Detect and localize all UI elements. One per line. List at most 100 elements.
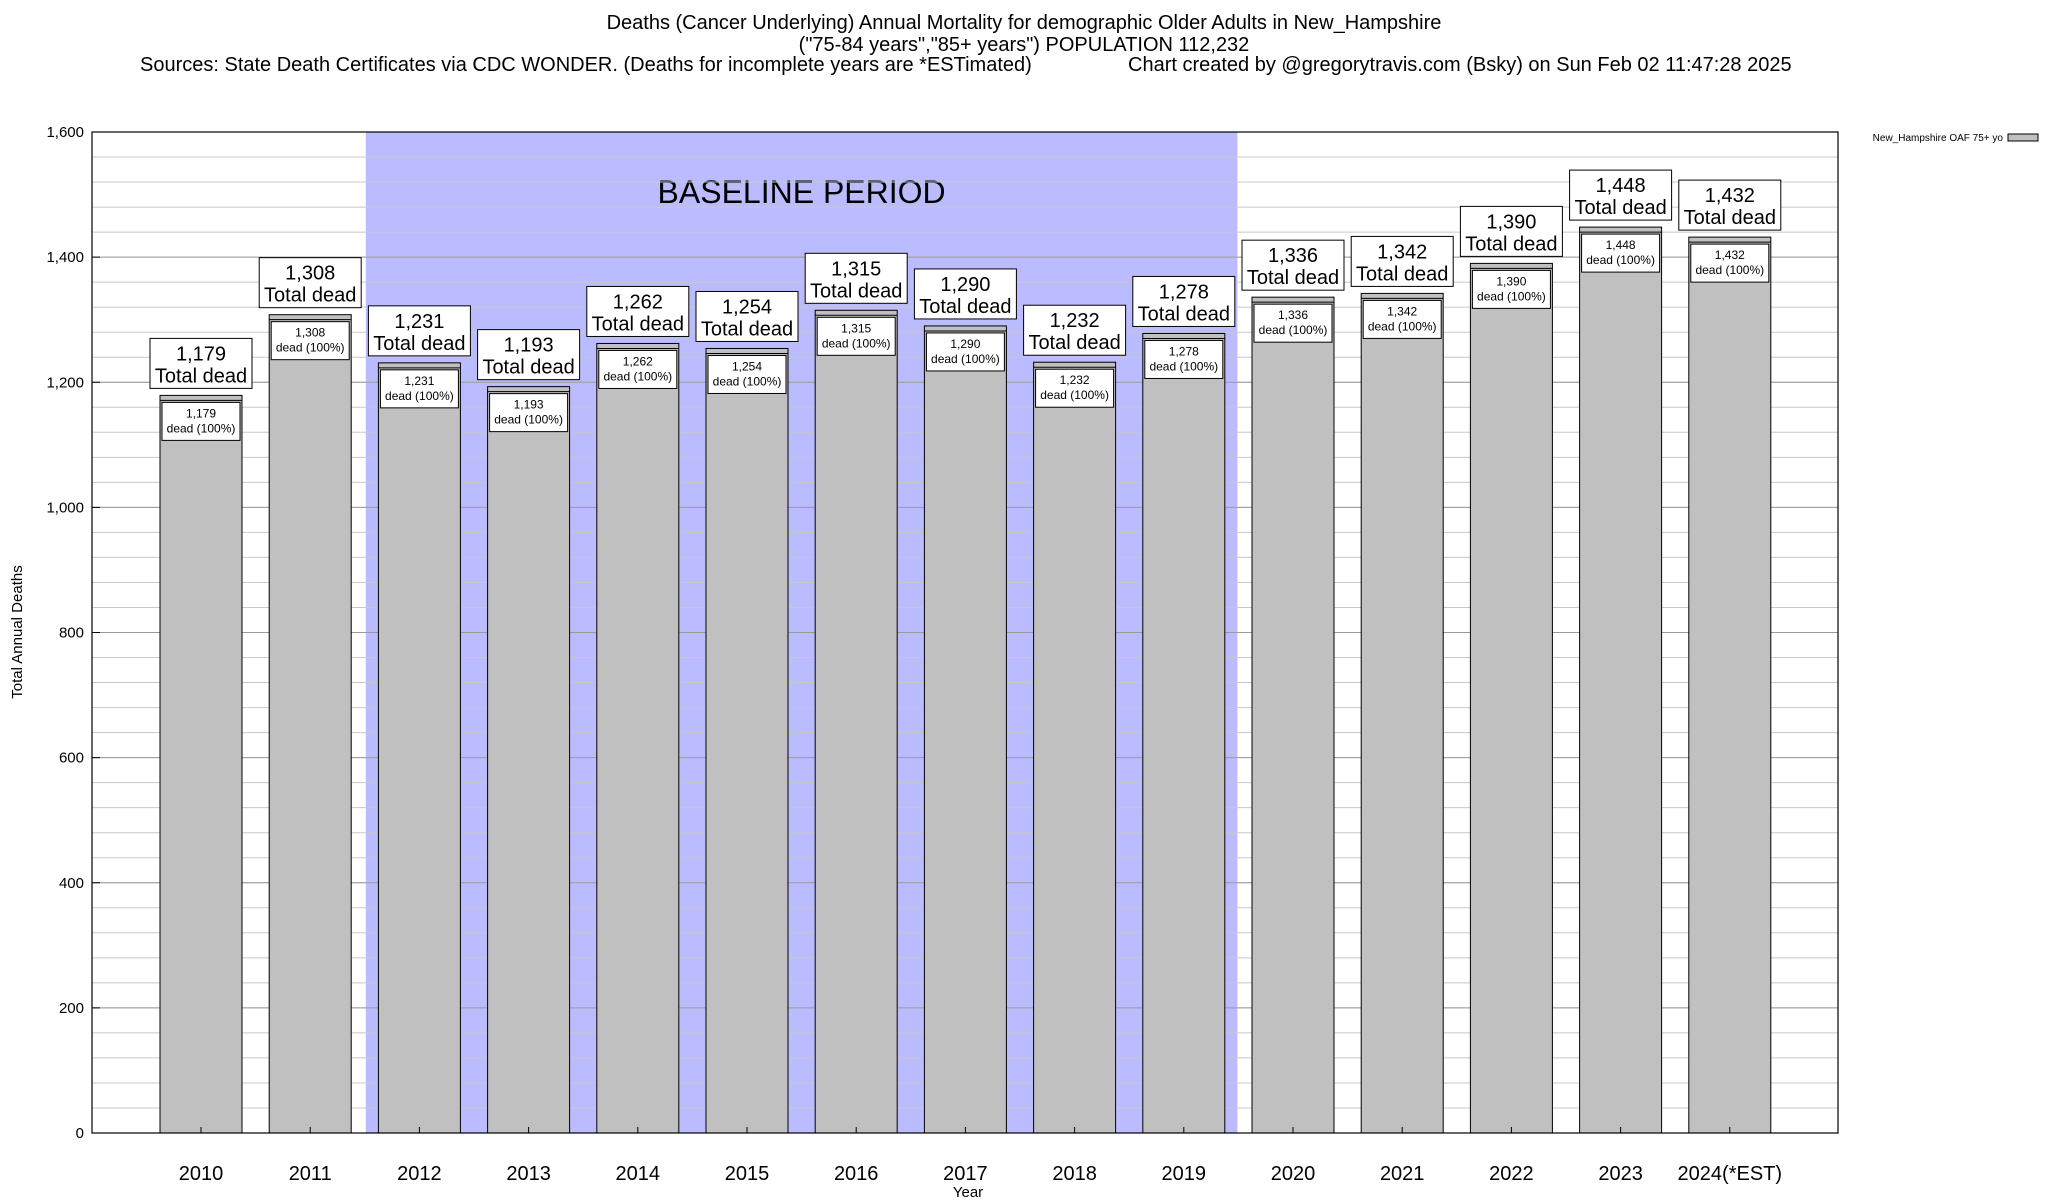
bar-2018	[1033, 361, 1117, 1134]
inner-value-label: 1,254	[732, 359, 762, 373]
inner-dead-label: dead (100%)	[1586, 253, 1655, 267]
total-dead-label: Total dead	[1574, 197, 1666, 219]
total-value-label: 1,232	[1050, 310, 1100, 332]
bar-2020	[1251, 296, 1335, 1134]
total-label-box	[1241, 239, 1345, 291]
y-tick-label: 1,400	[46, 249, 84, 266]
legend-swatch	[2007, 133, 2039, 142]
inner-dead-label: dead (100%)	[822, 336, 891, 350]
x-tick-label: 2017	[943, 1163, 988, 1185]
total-dead-label: Total dead	[592, 313, 684, 335]
inner-dead-label: dead (100%)	[385, 389, 454, 403]
inner-label-box	[1035, 368, 1115, 408]
inner-label-box	[1253, 303, 1333, 343]
x-tick-label: 2011	[289, 1163, 332, 1185]
inner-dead-label: dead (100%)	[603, 369, 672, 383]
total-dead-label: Total dead	[373, 333, 465, 355]
x-tick-label: 2023	[1598, 1163, 1643, 1185]
bar-2010	[159, 394, 243, 1134]
x-tick-label: 2013	[506, 1163, 551, 1185]
total-label-box	[804, 252, 908, 304]
inner-dead-label: dead (100%)	[931, 352, 1000, 366]
total-value-label: 1,448	[1596, 175, 1646, 197]
total-dead-label: Total dead	[1247, 267, 1339, 289]
inner-dead-label: dead (100%)	[1149, 359, 1218, 373]
y-tick-label: 200	[59, 1000, 84, 1017]
bar-2023	[1579, 226, 1663, 1134]
x-tick-label: 2018	[1052, 1163, 1097, 1185]
total-value-label: 1,315	[831, 258, 881, 280]
bar-2021	[1360, 292, 1444, 1134]
total-label-box	[695, 290, 799, 342]
inner-value-label: 1,308	[295, 326, 325, 340]
inner-dead-label: dead (100%)	[1259, 323, 1328, 337]
x-tick-label: 2015	[725, 1163, 770, 1185]
chart-title-line2: ("75-84 years","85+ years") POPULATION 1…	[798, 34, 1250, 56]
inner-label-box	[1471, 269, 1551, 309]
total-label-box	[1023, 304, 1127, 356]
inner-label-box	[1144, 339, 1224, 379]
total-label-box	[477, 329, 581, 381]
inner-value-label: 1,315	[841, 321, 871, 335]
total-value-label: 1,179	[176, 343, 226, 365]
inner-dead-label: dead (100%)	[1695, 263, 1764, 277]
bar-2012	[377, 362, 461, 1134]
total-value-label: 1,342	[1377, 241, 1427, 263]
bar-2015	[705, 347, 789, 1134]
inner-label-box	[1362, 299, 1442, 339]
inner-value-label: 1,290	[950, 337, 980, 351]
x-tick-label: 2022	[1489, 1163, 1534, 1185]
inner-label-box	[816, 316, 896, 356]
total-dead-label: Total dead	[1356, 263, 1448, 285]
x-tick-label: 2024(*EST)	[1678, 1163, 1783, 1185]
total-label-box	[1569, 169, 1673, 221]
inner-value-label: 1,342	[1387, 304, 1417, 318]
total-value-label: 1,390	[1486, 211, 1536, 233]
y-tick-label: 1,600	[46, 124, 84, 141]
total-dead-label: Total dead	[155, 365, 247, 387]
total-dead-label: Total dead	[919, 296, 1011, 318]
inner-value-label: 1,278	[1169, 344, 1199, 358]
total-label-box	[367, 305, 471, 357]
total-value-label: 1,231	[394, 311, 444, 333]
bar-2019	[1142, 332, 1226, 1134]
inner-label-box	[489, 393, 569, 433]
chart-title-line1: Deaths (Cancer Underlying) Annual Mortal…	[606, 12, 1442, 34]
inner-dead-label: dead (100%)	[276, 341, 345, 355]
total-dead-label: Total dead	[482, 357, 574, 379]
x-tick-label: 2021	[1380, 1163, 1425, 1185]
y-tick-label: 1,200	[46, 374, 84, 391]
total-label-box	[1678, 179, 1782, 231]
inner-value-label: 1,336	[1278, 308, 1308, 322]
inner-label-box	[379, 369, 459, 409]
y-tick-label: 800	[59, 625, 84, 642]
inner-label-box	[270, 321, 350, 361]
total-dead-label: Total dead	[701, 318, 793, 340]
inner-dead-label: dead (100%)	[494, 413, 563, 427]
total-label-box	[149, 337, 253, 389]
x-tick-label: 2010	[179, 1163, 224, 1185]
inner-value-label: 1,232	[1060, 373, 1090, 387]
x-tick-label: 2020	[1271, 1163, 1316, 1185]
inner-label-box	[925, 332, 1005, 372]
chart-sources: Sources: State Death Certificates via CD…	[140, 54, 1032, 76]
total-value-label: 1,278	[1159, 281, 1209, 303]
y-tick-label: 600	[59, 750, 84, 767]
inner-value-label: 1,262	[623, 354, 653, 368]
bar-2014	[596, 342, 680, 1134]
total-dead-label: Total dead	[1028, 332, 1120, 354]
total-value-label: 1,432	[1705, 185, 1755, 207]
inner-label-box	[161, 401, 241, 441]
x-tick-label: 2012	[397, 1163, 442, 1185]
inner-value-label: 1,231	[404, 374, 434, 388]
inner-dead-label: dead (100%)	[713, 374, 782, 388]
inner-dead-label: dead (100%)	[1040, 388, 1109, 402]
y-tick-label: 400	[59, 875, 84, 892]
total-dead-label: Total dead	[264, 285, 356, 307]
x-tick-label: 2019	[1162, 1163, 1207, 1185]
inner-value-label: 1,179	[186, 406, 216, 420]
inner-label-box	[1690, 243, 1770, 283]
inner-value-label: 1,390	[1496, 274, 1526, 288]
inner-value-label: 1,432	[1715, 248, 1745, 262]
